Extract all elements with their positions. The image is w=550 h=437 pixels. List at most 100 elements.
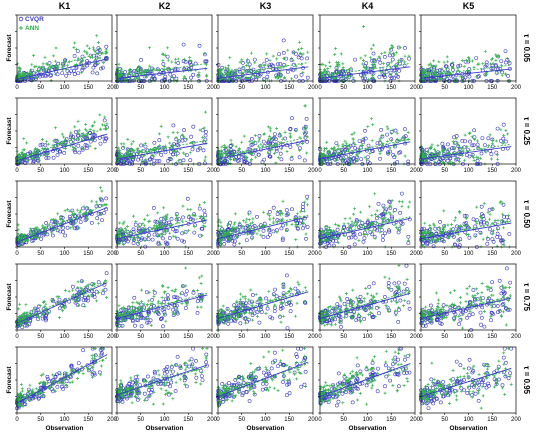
ann-point: [386, 127, 390, 131]
x-tick-label: 100: [463, 85, 474, 91]
ann-point: [80, 71, 84, 75]
cvqr-point: [150, 237, 155, 242]
ann-point: [323, 147, 327, 150]
ann-point: [20, 151, 24, 154]
ann-point: [323, 67, 327, 71]
ann-point: [136, 146, 140, 150]
panel-k2-row-4: 0 50 100 150 200: [115, 263, 218, 340]
x-tick-label: 150: [284, 168, 295, 174]
cvqr-point: [494, 70, 499, 75]
cvqr-point: [102, 210, 107, 215]
ann-point: [159, 124, 163, 128]
ann-point: [431, 152, 435, 156]
ann-point: [199, 305, 203, 309]
ann-point: [235, 76, 238, 80]
ann-point: [303, 286, 307, 290]
ann-point: [289, 56, 293, 60]
ann-point: [259, 142, 263, 146]
cvqr-point: [479, 204, 484, 209]
ann-point: [470, 59, 474, 63]
ann-point: [20, 233, 23, 237]
ann-point: [136, 65, 140, 69]
ann-fit-line: [116, 139, 208, 158]
legend-label-cvqr: CVQR: [25, 16, 44, 23]
ann-point: [122, 142, 126, 146]
cvqr-point: [494, 150, 499, 155]
ann-point: [422, 68, 425, 71]
cvqr-point: [499, 59, 504, 64]
cvqr-point: [74, 66, 79, 70]
ann-point: [37, 65, 41, 69]
cvqr-point: [101, 65, 105, 70]
ann-point: [256, 314, 259, 318]
cvqr-point: [173, 66, 178, 71]
ann-point: [17, 71, 21, 75]
ann-point: [218, 149, 222, 153]
ann-point: [429, 71, 433, 74]
ann-point: [268, 217, 272, 221]
ann-point: [85, 129, 89, 133]
ann-point: [349, 66, 353, 70]
ann-point: [140, 149, 144, 153]
ann-point: [371, 43, 375, 47]
cvqr-point: [65, 225, 70, 230]
ann-point: [202, 201, 206, 204]
cvqr-point: [188, 158, 193, 163]
ann-point: [223, 159, 227, 163]
ann-point: [223, 66, 227, 70]
cvqr-point: [378, 60, 383, 65]
ann-fit-line: [116, 63, 208, 77]
cvqr-point: [353, 57, 358, 62]
ann-point: [478, 156, 482, 160]
ann-point: [437, 60, 441, 64]
ann-point: [248, 140, 252, 144]
cvqr-point: [495, 235, 500, 239]
x-tick-label: 100: [260, 251, 271, 257]
cvqr-point: [44, 156, 49, 160]
x-tick-label: 200: [308, 168, 319, 174]
ann-point: [504, 129, 508, 132]
ann-point: [237, 147, 241, 151]
ann-point: [423, 159, 427, 163]
cvqr-point: [40, 228, 45, 233]
cvqr-point: [183, 306, 188, 311]
cvqr-point: [89, 220, 94, 225]
ann-point: [382, 62, 386, 66]
ann-point: [325, 70, 329, 74]
ann-point: [501, 141, 505, 145]
ann-point: [187, 229, 191, 232]
ann-point: [69, 136, 73, 140]
cvqr-point: [503, 49, 508, 54]
x-tick-label: 200: [107, 168, 118, 174]
cvqr-point: [353, 235, 358, 240]
x-tick-label: 150: [183, 168, 194, 174]
cvqr-point: [64, 137, 69, 142]
x-tick-label: 150: [284, 85, 295, 91]
ann-point: [451, 66, 455, 70]
cvqr-point: [162, 219, 167, 224]
cvqr-point: [143, 144, 148, 149]
ann-point: [56, 65, 60, 69]
cvqr-point: [39, 237, 44, 241]
ann-point: [158, 144, 162, 148]
x-tick-label: 150: [183, 334, 194, 340]
ann-point: [407, 54, 411, 58]
ann-point: [365, 158, 369, 162]
cvqr-point: [305, 56, 310, 61]
ann-point: [47, 64, 51, 68]
ann-point: [494, 58, 498, 62]
ann-point: [494, 53, 498, 57]
ann-point: [420, 146, 424, 150]
ann-point: [241, 65, 245, 69]
ann-point: [22, 137, 26, 141]
cvqr-point: [44, 74, 49, 78]
ann-point: [30, 309, 34, 313]
ann-point: [362, 59, 365, 62]
ann-point: [458, 157, 462, 161]
cvqr-point: [241, 66, 246, 70]
ann-point: [390, 199, 394, 202]
ann-point: [168, 231, 172, 235]
ann-point: [328, 226, 332, 230]
ann-point: [77, 128, 81, 132]
row-label-tau-1: τ = 0.05: [522, 34, 531, 63]
